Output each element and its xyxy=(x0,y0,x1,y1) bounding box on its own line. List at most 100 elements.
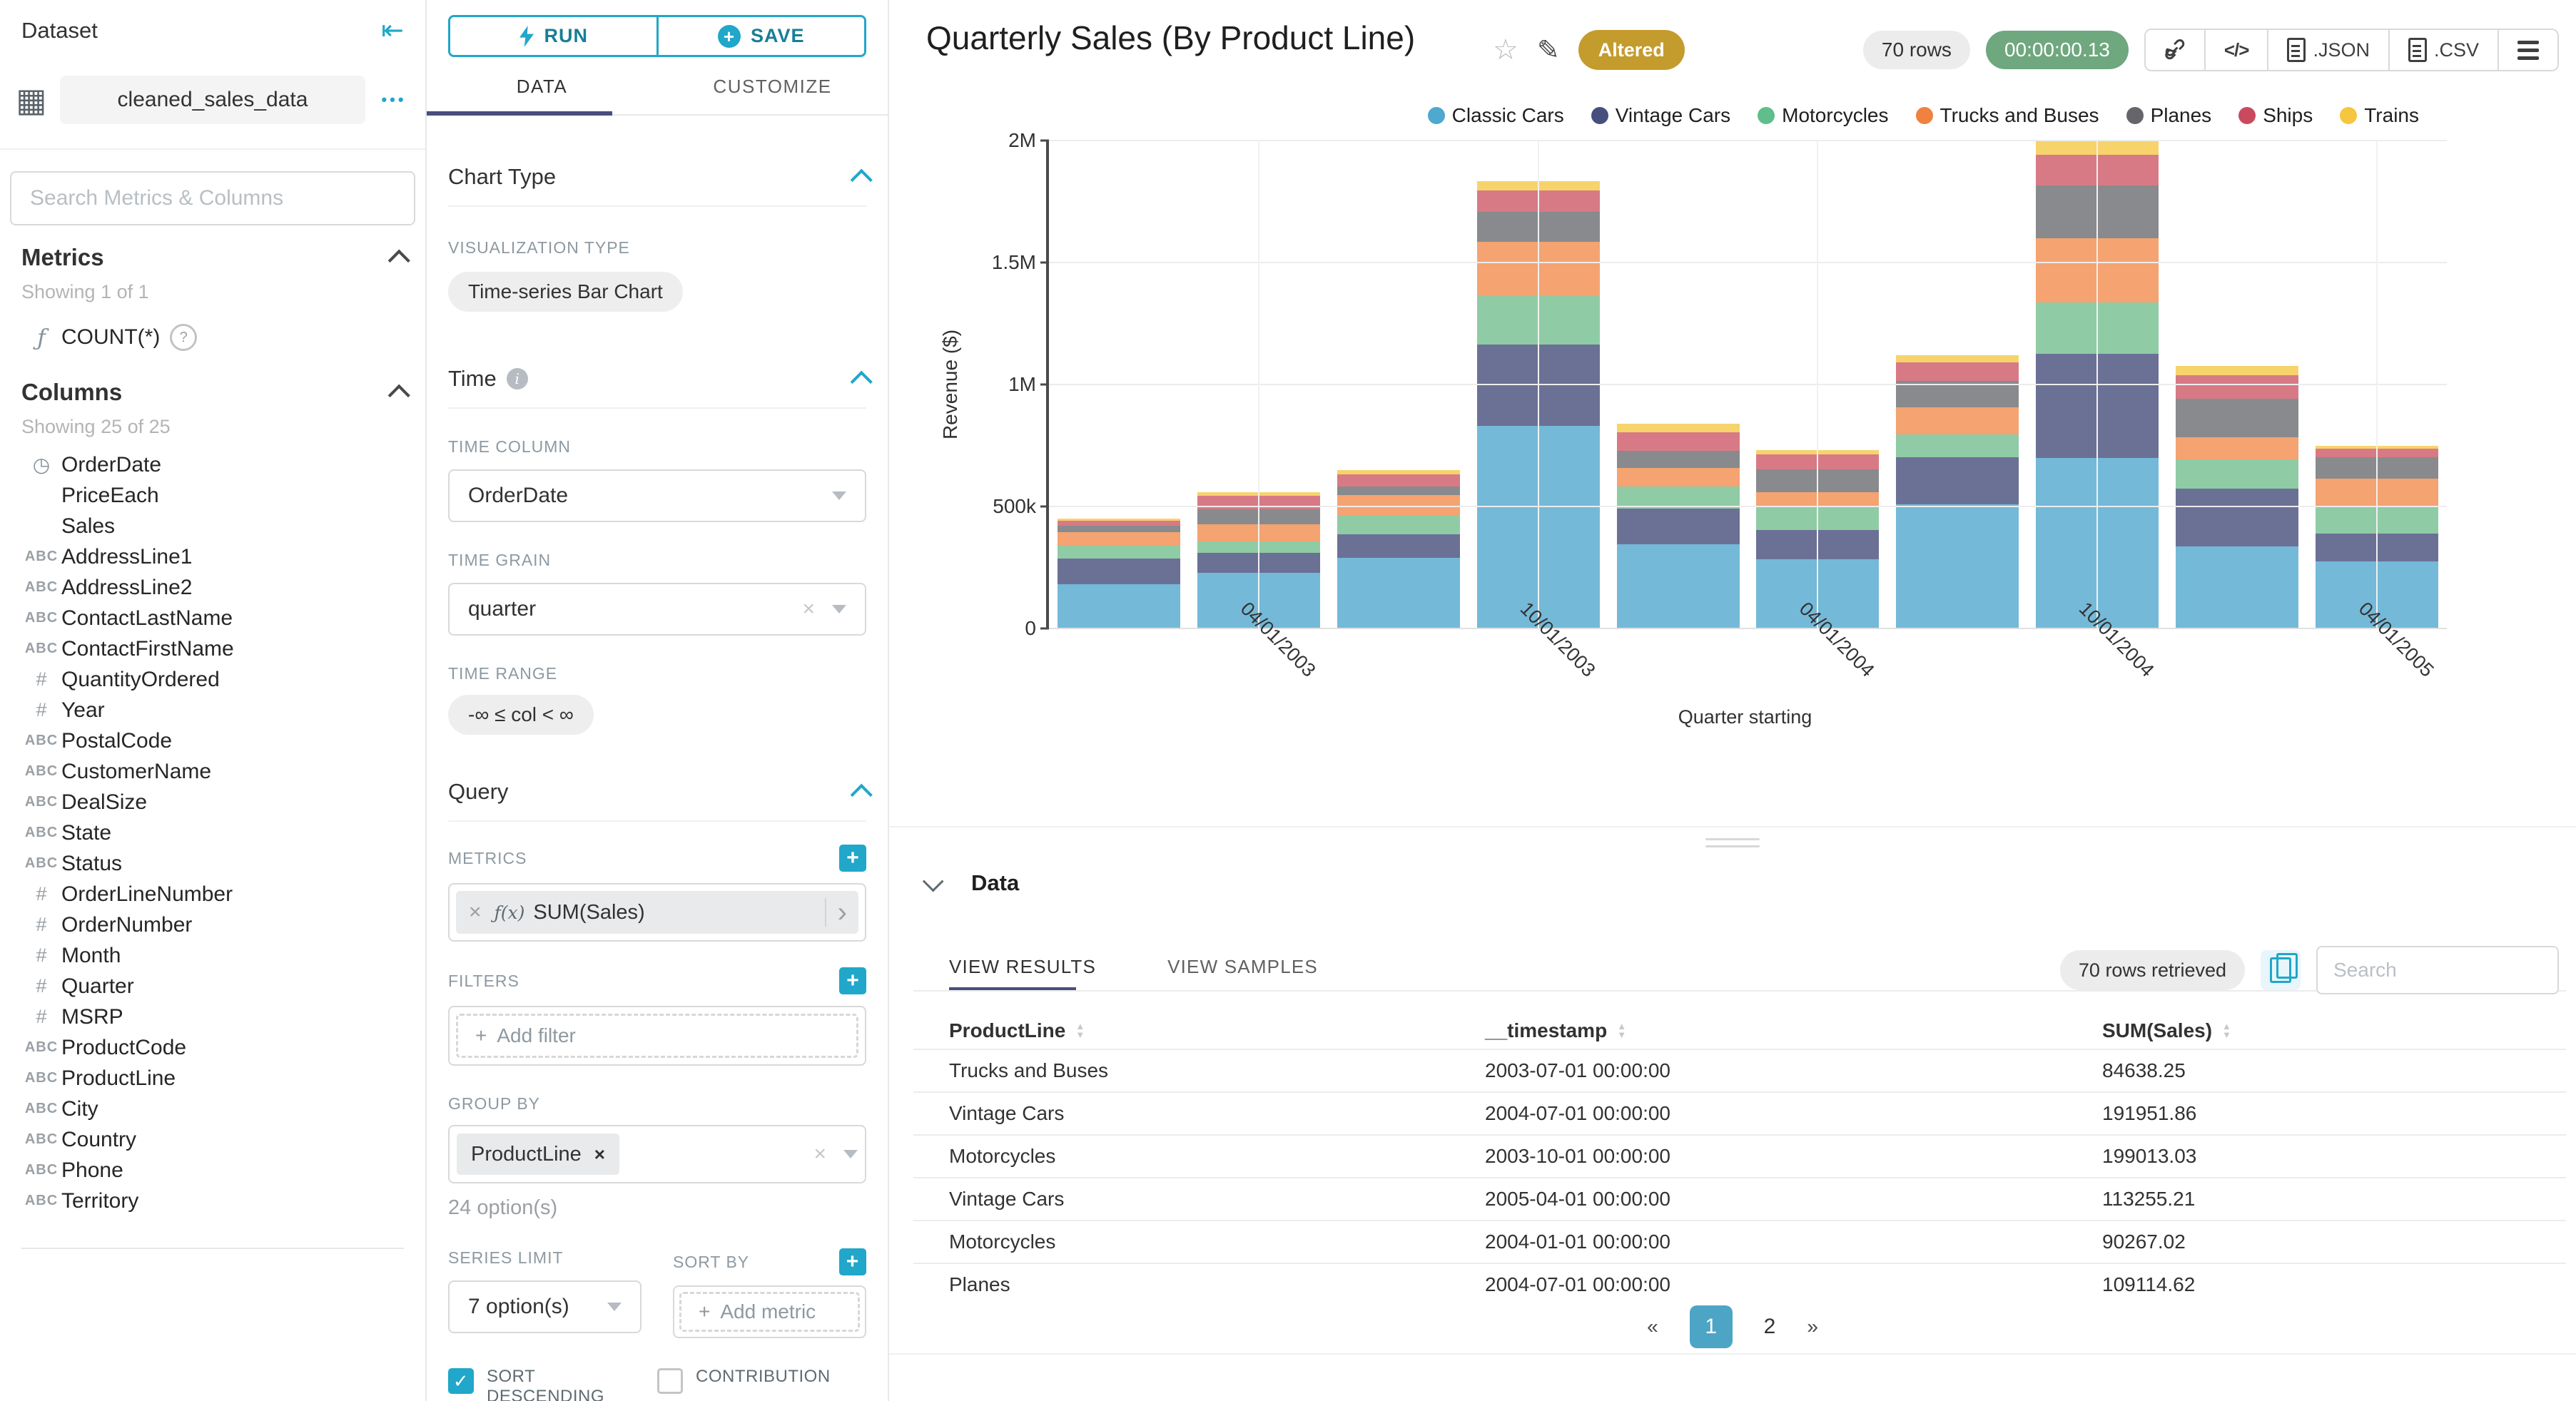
bar-segment-vintage-cars[interactable] xyxy=(1896,457,2019,504)
embed-code-button[interactable]: </> xyxy=(2204,30,2268,70)
column-list-item[interactable]: ABC ProductCode xyxy=(0,1032,425,1063)
bar-segment-trucks-and-buses[interactable] xyxy=(1337,494,1460,516)
viz-type-pill[interactable]: Time-series Bar Chart xyxy=(448,272,683,312)
bar-segment-trains[interactable] xyxy=(1896,355,2019,362)
column-list-item[interactable]: ABC AddressLine1 xyxy=(0,541,425,572)
column-list-item[interactable]: ABC Phone xyxy=(0,1155,425,1186)
tab-data[interactable]: DATA xyxy=(516,76,568,97)
remove-chip-icon[interactable]: × xyxy=(594,1143,605,1165)
add-filter-button[interactable]: + xyxy=(839,967,866,994)
copy-to-clipboard-button[interactable] xyxy=(2261,950,2301,990)
time-grain-select[interactable]: quarter × xyxy=(448,583,866,636)
bar-segment-planes[interactable] xyxy=(1057,525,1180,532)
edit-title-icon[interactable]: ✎ xyxy=(1536,35,1560,66)
bar-segment-classic-cars[interactable] xyxy=(1337,557,1460,628)
table-header-cell[interactable]: SUM(Sales) ▲ ▼ xyxy=(2067,1013,2566,1049)
legend-item[interactable]: Ships xyxy=(2238,104,2313,127)
column-list-item[interactable]: ABC DealSize xyxy=(0,787,425,817)
remove-metric-icon[interactable]: × xyxy=(469,900,482,924)
legend-item[interactable]: Trains xyxy=(2340,104,2419,127)
chart-menu-button[interactable] xyxy=(2498,30,2557,70)
column-list-item[interactable]: ABC State xyxy=(0,817,425,848)
chevron-up-icon[interactable] xyxy=(387,249,410,272)
column-list-item[interactable]: ABC Country xyxy=(0,1124,425,1155)
bar-segment-trains[interactable] xyxy=(1337,470,1460,475)
run-button[interactable]: RUN xyxy=(450,17,656,55)
dataset-name-pill[interactable]: cleaned_sales_data xyxy=(60,76,365,124)
column-list-item[interactable]: # Quarter xyxy=(0,971,425,1002)
bar-segment-planes[interactable] xyxy=(1616,450,1740,468)
chevron-right-icon[interactable]: › xyxy=(824,898,858,927)
tab-view-results[interactable]: VIEW RESULTS xyxy=(949,956,1097,977)
group-by-chip[interactable]: ProductLine × xyxy=(457,1133,619,1175)
metric-item-count[interactable]: ƒ COUNT(*) ? xyxy=(0,320,425,355)
time-range-pill[interactable]: -∞ ≤ col < ∞ xyxy=(448,695,594,735)
bar-segment-vintage-cars[interactable] xyxy=(1337,534,1460,558)
column-list-item[interactable]: ◷ OrderDate xyxy=(0,449,425,480)
bar-segment-classic-cars[interactable] xyxy=(1896,504,2019,628)
bar-segment-trucks-and-buses[interactable] xyxy=(1057,531,1180,546)
bar-segment-motorcycles[interactable] xyxy=(2176,459,2299,489)
sort-icon[interactable]: ▲ ▼ xyxy=(1075,1022,1085,1039)
bar-segment-motorcycles[interactable] xyxy=(1337,515,1460,535)
metric-chip[interactable]: × ƒ(x) SUM(Sales) › xyxy=(456,891,858,934)
bar-segment-planes[interactable] xyxy=(1337,486,1460,495)
collapse-sidebar-icon[interactable]: ⇤ xyxy=(381,16,404,46)
pagination-page-1[interactable]: 1 xyxy=(1689,1305,1733,1348)
sort-icon[interactable]: ▲ ▼ xyxy=(2222,1022,2231,1039)
legend-item[interactable]: Classic Cars xyxy=(1427,104,1564,127)
time-column-select[interactable]: OrderDate xyxy=(448,469,866,522)
chevron-up-icon[interactable] xyxy=(387,384,410,407)
tab-customize[interactable]: CUSTOMIZE xyxy=(713,76,832,97)
dataset-options-menu-icon[interactable]: ••• xyxy=(381,91,407,108)
pagination-prev[interactable]: « xyxy=(1647,1315,1658,1338)
export-csv-button[interactable]: .CSV xyxy=(2388,30,2498,70)
search-metrics-columns-input[interactable] xyxy=(10,171,415,225)
table-header-cell[interactable]: ProductLine ▲ ▼ xyxy=(913,1013,1449,1049)
column-list-item[interactable]: ABC PostalCode xyxy=(0,725,425,756)
add-sort-metric-dropzone[interactable]: + Add metric xyxy=(679,1292,860,1332)
bar-segment-ships[interactable] xyxy=(1337,474,1460,487)
column-list-item[interactable]: ABC AddressLine2 xyxy=(0,572,425,603)
column-list-item[interactable]: # MSRP xyxy=(0,1002,425,1032)
bar-segment-trains[interactable] xyxy=(1057,518,1180,521)
contribution-checkbox[interactable]: CONTRIBUTION xyxy=(657,1367,866,1401)
bar-segment-ships[interactable] xyxy=(1896,362,2019,381)
results-search-input[interactable] xyxy=(2316,946,2559,994)
sort-descending-checkbox[interactable]: ✓ SORT DESCENDING xyxy=(448,1367,657,1401)
column-list-item[interactable]: ABC ContactLastName xyxy=(0,603,425,633)
checkbox-checked-icon[interactable]: ✓ xyxy=(448,1368,474,1394)
clear-icon[interactable]: × xyxy=(813,1142,826,1166)
save-button[interactable]: + SAVE xyxy=(656,17,864,55)
pagination-next[interactable]: » xyxy=(1807,1315,1818,1338)
group-by-select[interactable]: ProductLine × × xyxy=(448,1125,866,1183)
pagination-page-2[interactable]: 2 xyxy=(1763,1315,1776,1338)
column-list-item[interactable]: # OrderNumber xyxy=(0,910,425,940)
resize-handle[interactable] xyxy=(1705,838,1760,852)
column-list-item[interactable]: ABC Status xyxy=(0,848,425,879)
bar-segment-trains[interactable] xyxy=(1616,424,1740,432)
legend-item[interactable]: Motorcycles xyxy=(1758,104,1889,127)
bar-segment-trains[interactable] xyxy=(2176,366,2299,376)
column-list-item[interactable]: ABC Territory xyxy=(0,1186,425,1216)
chevron-up-icon[interactable] xyxy=(850,370,873,393)
series-limit-select[interactable]: 7 option(s) xyxy=(448,1280,642,1333)
bar-segment-motorcycles[interactable] xyxy=(1616,486,1740,509)
column-list-item[interactable]: ABC City xyxy=(0,1094,425,1124)
add-filter-dropzone[interactable]: + Add filter xyxy=(456,1014,858,1058)
bar-segment-classic-cars[interactable] xyxy=(2176,546,2299,628)
column-list-item[interactable]: Sales xyxy=(0,511,425,541)
bar-segment-ships[interactable] xyxy=(1616,432,1740,451)
data-section-header[interactable]: Data xyxy=(922,870,1019,896)
bar-segment-trucks-and-buses[interactable] xyxy=(2176,437,2299,459)
column-list-item[interactable]: # Month xyxy=(0,940,425,971)
column-list-item[interactable]: # Year xyxy=(0,695,425,725)
table-header-cell[interactable]: __timestamp ▲ ▼ xyxy=(1449,1013,2067,1049)
bar-segment-planes[interactable] xyxy=(2176,399,2299,437)
bar-segment-classic-cars[interactable] xyxy=(1057,584,1180,628)
clear-icon[interactable]: × xyxy=(802,597,815,621)
help-icon[interactable]: ? xyxy=(170,324,198,351)
bar-segment-motorcycles[interactable] xyxy=(1057,546,1180,559)
add-metric-button[interactable]: + xyxy=(839,845,866,872)
column-list-item[interactable]: ABC ContactFirstName xyxy=(0,633,425,664)
